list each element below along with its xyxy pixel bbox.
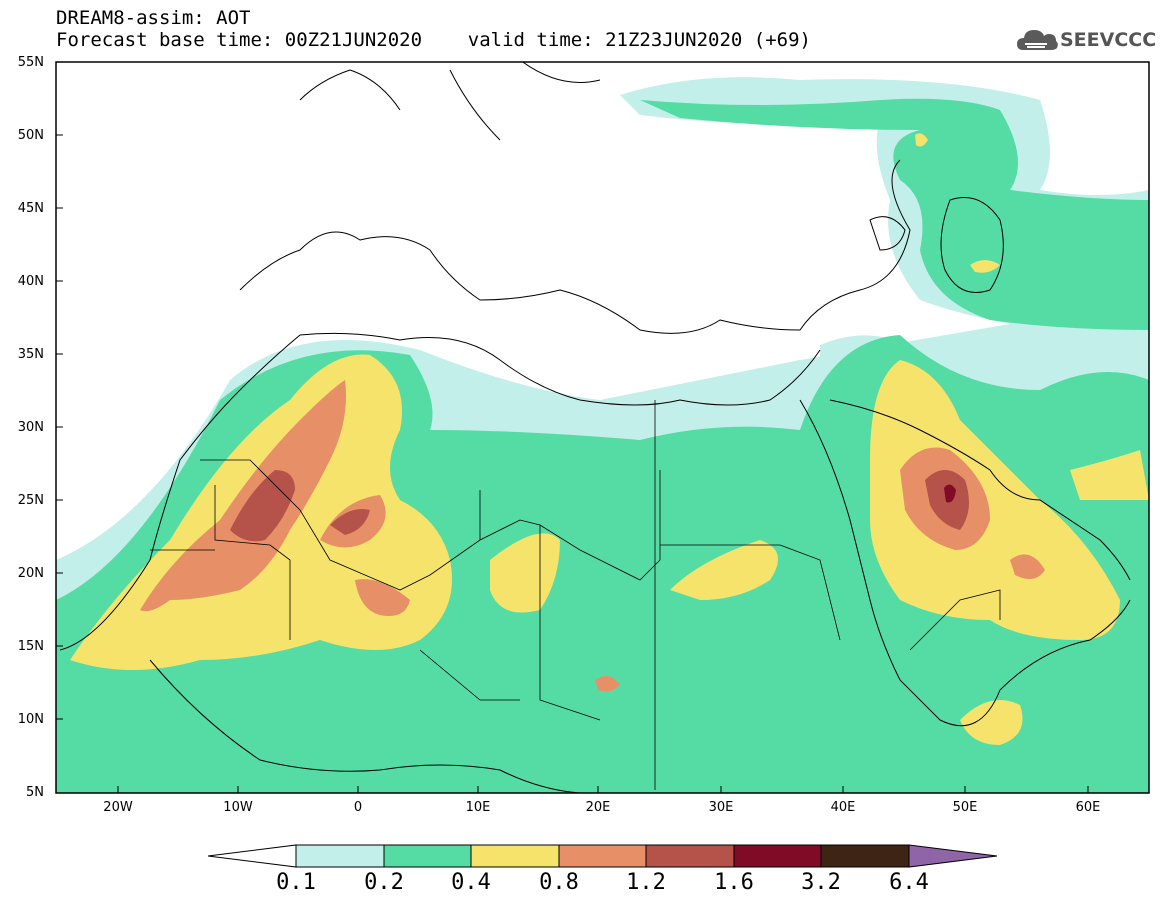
lat-label-25n: 25N [17,493,44,508]
colorbar-bin-0.1 [295,844,385,868]
lat-label-50n: 50N [17,128,44,143]
lon-label-10e: 10E [465,800,491,815]
colorbar-tick-1.2: 1.2 [626,870,666,895]
lon-label-0: 0 [353,800,363,815]
coastlines [59,62,1131,793]
lat-label-55n: 55N [17,55,44,70]
lon-label-50e: 50E [952,800,978,815]
lat-label-10n: 10N [17,712,44,727]
lon-label-40e: 40E [830,800,856,815]
country-borders [150,400,1001,790]
lat-label-15n: 15N [17,639,44,654]
axis-ticks [56,134,1089,793]
logo-text: SEEVCCC [1060,29,1157,51]
colorbar-tick-0.1: 0.1 [276,870,316,895]
colorbar-bin-0.8 [558,844,647,868]
lat-label-35n: 35N [17,347,44,362]
colorbar-bin-3.2 [820,844,910,868]
colorbar-tick-6.4: 6.4 [889,870,929,895]
lat-label-45n: 45N [17,201,44,216]
colorbar-tick-0.2: 0.2 [364,870,404,895]
lat-label-20n: 20N [17,566,44,581]
cloud-icon [1017,30,1058,50]
lat-label-5n: 5N [26,785,44,800]
colorbar-high-arrow [908,844,998,868]
lon-label-30e: 30E [708,800,734,815]
aot-field-0.8 [140,380,1045,692]
colorbar-bin-0.4 [470,844,560,868]
lon-label-10w: 10W [223,800,253,815]
colorbar-tick-0.8: 0.8 [539,870,579,895]
lat-label-30n: 30N [17,420,44,435]
colorbar-bin-0.2 [383,844,472,868]
colorbar-tick-3.2: 3.2 [801,870,841,895]
colorbar-tick-1.6: 1.6 [714,870,754,895]
seevccc-logo: SEEVCCC [1015,24,1157,56]
lon-label-20e: 20E [585,800,611,815]
colorbar-bin-1.6 [733,844,822,868]
lon-label-60e: 60E [1075,800,1101,815]
colorbar-tick-0.4: 0.4 [451,870,491,895]
map-title: DREAM8-assim: AOT [56,7,251,29]
lon-label-20w: 20W [103,800,133,815]
colorbar-low-arrow [207,844,297,868]
aot-field-1.6 [944,484,956,503]
forecast-time-line: Forecast base time: 00Z21JUN2020 valid t… [56,29,811,51]
colorbar-bin-1.2 [645,844,735,868]
lat-label-40n: 40N [17,274,44,289]
